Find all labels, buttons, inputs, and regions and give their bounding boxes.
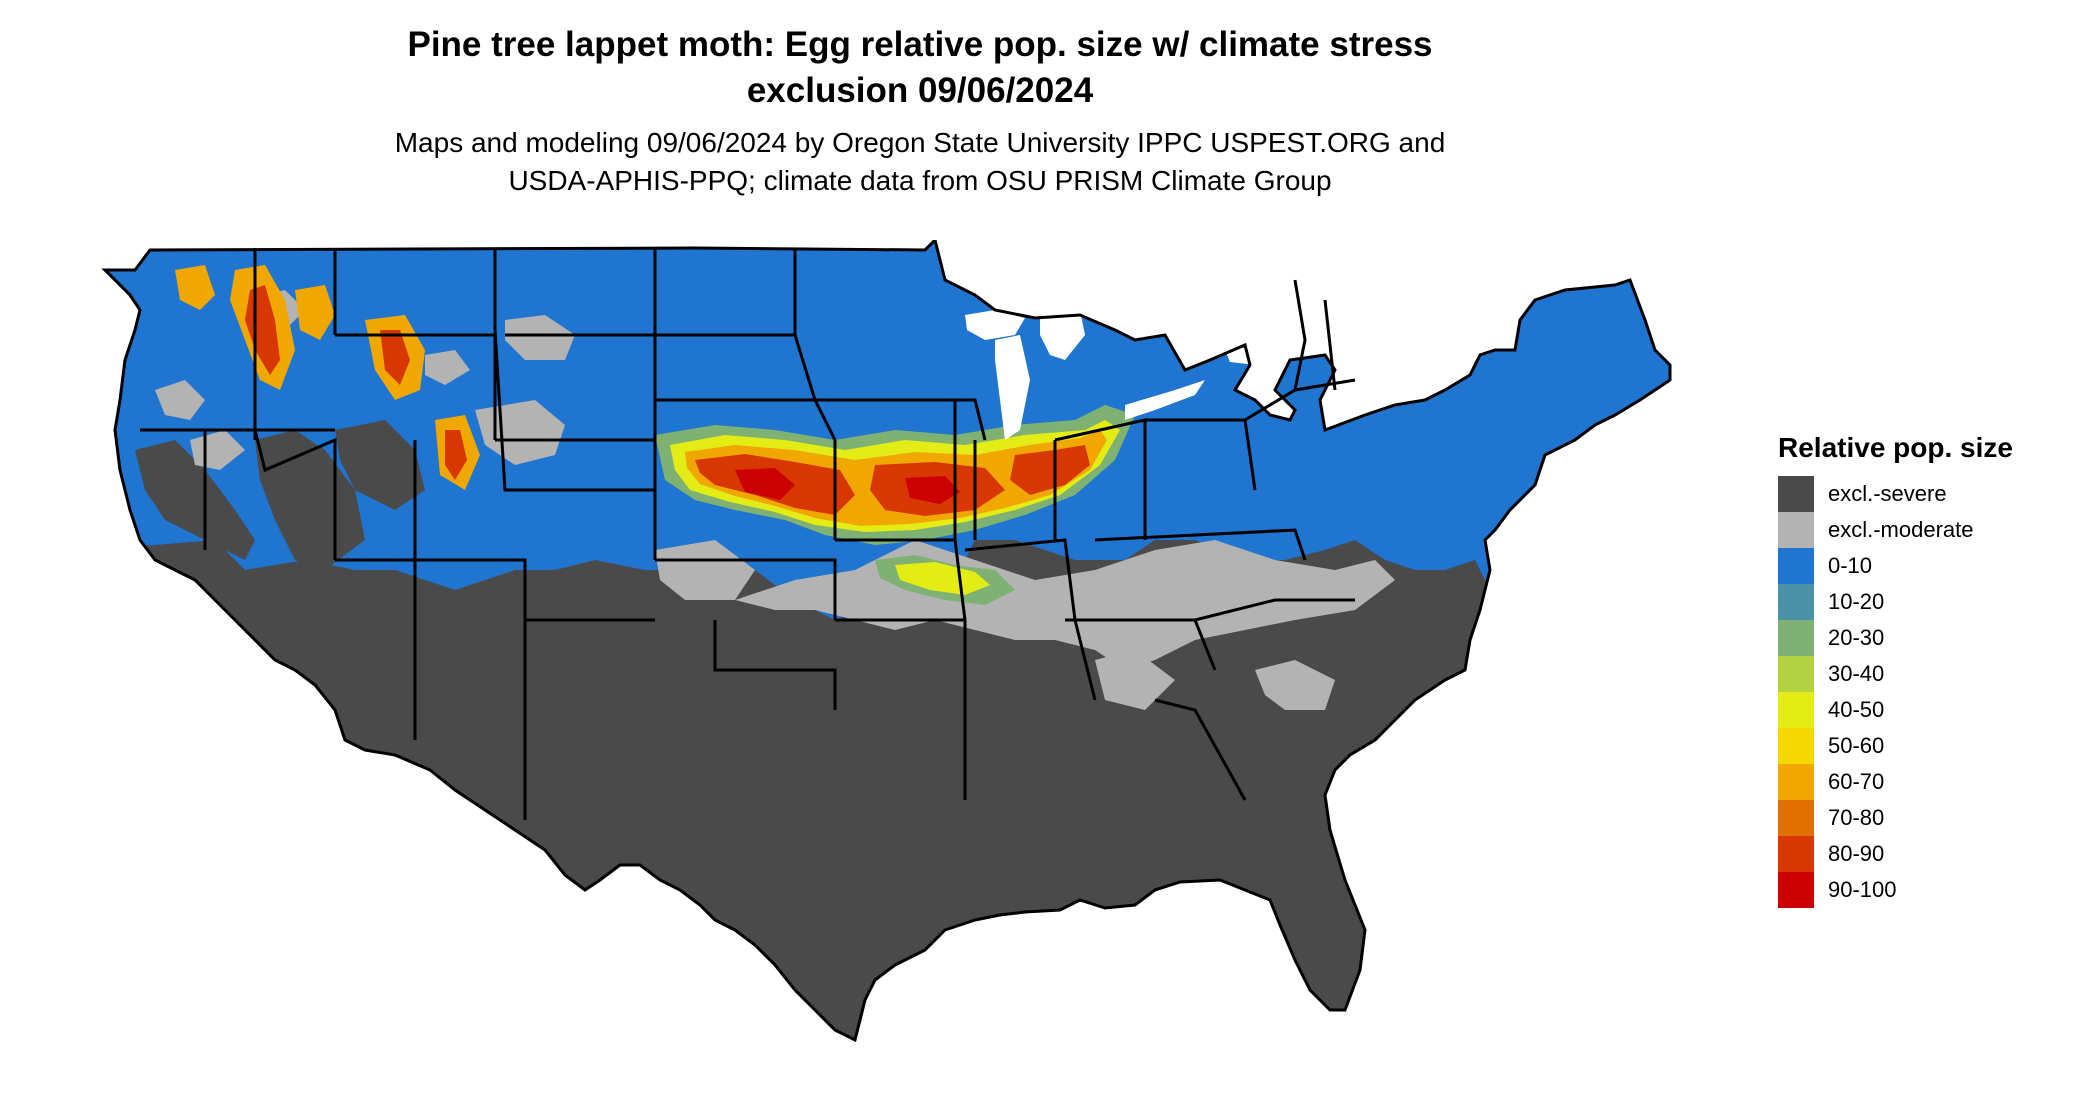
legend-swatch — [1778, 764, 1814, 800]
legend-label: 80-90 — [1828, 841, 1885, 866]
legend-items: excl.-severe excl.-moderate 0-10 10-20 20-30… — [1778, 476, 2013, 908]
legend-swatch — [1778, 656, 1814, 692]
state-borders — [103, 240, 1672, 1042]
legend-label: 20-30 — [1828, 625, 1885, 650]
legend-label: 30-40 — [1828, 661, 1885, 686]
legend-swatch — [1778, 584, 1814, 620]
legend-item: 0-10 — [1778, 548, 2013, 584]
legend-swatch — [1778, 512, 1814, 548]
legend-item: 90-100 — [1778, 872, 2013, 908]
map-subtitle-line-2: USDA-APHIS-PPQ; climate data from OSU PR… — [508, 165, 1332, 196]
legend-label: 0-10 — [1828, 553, 1873, 578]
map-subtitle: Maps and modeling 09/06/2024 by Oregon S… — [0, 124, 1840, 200]
legend-item: 40-50 — [1778, 692, 2013, 728]
legend-label: 40-50 — [1828, 697, 1885, 722]
map-title-line-1: Pine tree lappet moth: Egg relative pop.… — [407, 25, 1433, 64]
legend-swatch — [1778, 476, 1814, 512]
legend-swatch — [1778, 872, 1814, 908]
legend-label: 70-80 — [1828, 805, 1885, 830]
legend-item: 80-90 — [1778, 836, 2013, 872]
map-subtitle-line-1: Maps and modeling 09/06/2024 by Oregon S… — [394, 127, 1446, 158]
legend-label: 50-60 — [1828, 733, 1885, 758]
legend: Relative pop. size excl.-severe excl.-mod… — [1778, 432, 2013, 908]
legend-item: 60-70 — [1778, 764, 2013, 800]
legend-item: 30-40 — [1778, 656, 2013, 692]
map-title-line-2: exclusion 09/06/2024 — [746, 71, 1094, 110]
legend-item: 10-20 — [1778, 584, 2013, 620]
legend-item: 20-30 — [1778, 620, 2013, 656]
legend-title: Relative pop. size — [1778, 432, 2013, 463]
legend-swatch — [1778, 728, 1814, 764]
legend-label: 60-70 — [1828, 769, 1885, 794]
legend-label: excl.-severe — [1828, 481, 1947, 506]
legend-swatch — [1778, 692, 1814, 728]
legend-item: 50-60 — [1778, 728, 2013, 764]
legend-label: 90-100 — [1828, 877, 1897, 902]
legend-item: 70-80 — [1778, 800, 2013, 836]
map-title: Pine tree lappet moth: Egg relative pop.… — [0, 22, 1840, 114]
legend-swatch — [1778, 548, 1814, 584]
legend-label: excl.-moderate — [1828, 517, 1974, 542]
legend-label: 10-20 — [1828, 589, 1885, 614]
legend-item: excl.-moderate — [1778, 512, 2013, 548]
legend-item: excl.-severe — [1778, 476, 2013, 512]
legend-swatch — [1778, 836, 1814, 872]
legend-swatch — [1778, 620, 1814, 656]
legend-swatch — [1778, 800, 1814, 836]
us-map — [103, 240, 1672, 1042]
